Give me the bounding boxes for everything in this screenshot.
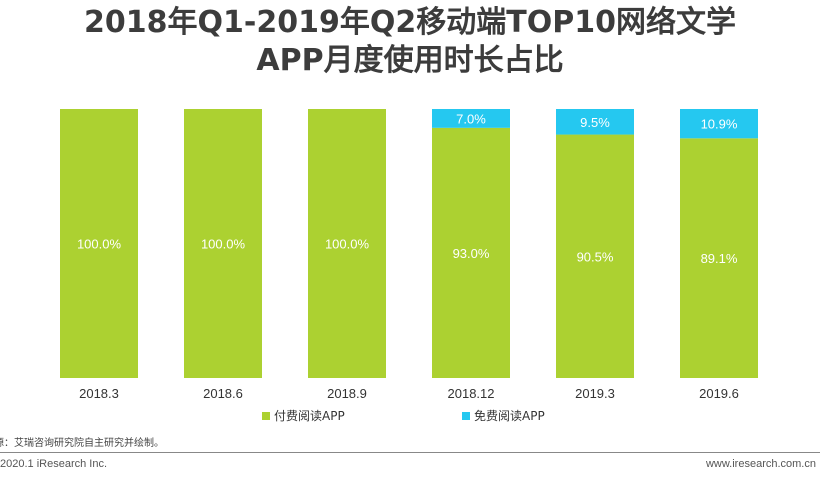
- bar-free-2019.3: [556, 109, 634, 135]
- data-label-paid-2019.3: 90.5%: [577, 249, 614, 264]
- bar-free-2018.12: [432, 109, 510, 128]
- footer-divider: [0, 452, 820, 453]
- website-text: www.iresearch.com.cn: [705, 458, 816, 470]
- bar-paid-2019.3: [556, 134, 634, 378]
- legend-swatch-free: [462, 412, 470, 420]
- data-label-free-2019.3: 9.5%: [580, 115, 610, 130]
- data-label-free-2018.12: 7.0%: [456, 111, 486, 126]
- chart-title-line1: 2018年Q1-2019年Q2移动端TOP10网络文学: [84, 5, 736, 40]
- x-tick-label-2018.3: 2018.3: [79, 386, 119, 401]
- bar-paid-2019.6: [680, 138, 758, 378]
- bar-paid-2018.9: [308, 109, 386, 378]
- bar-paid-2018.12: [432, 127, 510, 378]
- x-tick-label-2019.6: 2019.6: [699, 386, 739, 401]
- legend-label-free: 免费阅读APP: [474, 408, 545, 423]
- data-label-paid-2019.6: 89.1%: [701, 251, 738, 266]
- data-label-paid-2018.6: 100.0%: [201, 237, 246, 252]
- data-label-paid-2018.9: 100.0%: [325, 237, 370, 252]
- x-tick-label-2018.6: 2018.6: [203, 386, 243, 401]
- data-label-paid-2018.12: 93.0%: [453, 246, 490, 261]
- data-label-paid-2018.3: 100.0%: [77, 237, 122, 252]
- copyright-text: 2020.1 iResearch Inc.: [0, 458, 108, 470]
- bar-paid-2018.3: [60, 109, 138, 378]
- bar-paid-2018.6: [184, 109, 262, 378]
- x-tick-label-2019.3: 2019.3: [575, 386, 615, 401]
- stacked-bar-chart: 100.0% 2018.3 100.0% 2018.6 100.0% 2018.9 93.0…: [60, 109, 758, 423]
- data-label-free-2019.6: 10.9%: [701, 117, 738, 132]
- chart-title-line2: APP月度使用时长占比: [256, 43, 564, 78]
- legend-swatch-paid: [262, 412, 270, 420]
- x-tick-label-2018.12: 2018.12: [448, 386, 495, 401]
- source-note: 源：艾瑞咨询研究院自主研究并绘制。: [0, 438, 164, 449]
- x-tick-label-2018.9: 2018.9: [327, 386, 367, 401]
- chart-title: 2018年Q1-2019年Q2移动端TOP10网络文学 APP月度使用时长占比: [0, 4, 820, 80]
- legend-label-paid: 付费阅读APP: [274, 409, 345, 423]
- bar-free-2019.6: [680, 109, 758, 139]
